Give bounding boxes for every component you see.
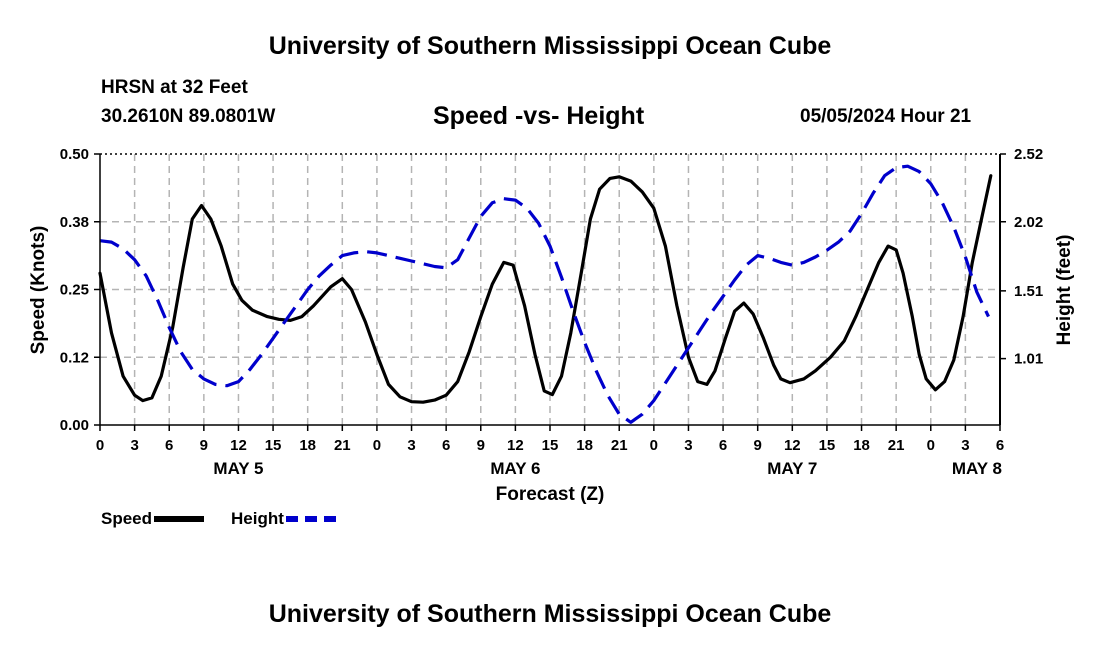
x-tick-label: 0 [96,437,104,454]
x-tick-label: 15 [819,437,836,454]
y-tick-label: 0.12 [60,349,89,366]
date-label: MAY 6 [490,459,540,478]
series-layer [98,164,993,424]
legend-speed-swatch [154,516,205,522]
chart-title: Speed -vs- Height [433,102,645,130]
legend-height-label: Height [231,509,284,528]
legend-speed-label: Speed [101,509,153,528]
x-tick-label: 3 [684,437,692,454]
legend-speed: Speed [101,509,205,529]
y-axis-title: Speed (Knots) [28,226,49,355]
x-tick-label: 18 [299,437,316,454]
x-tick-label: 12 [507,437,524,454]
x-axis-title: Forecast (Z) [496,484,605,505]
legend-height: Height [231,509,336,529]
x-tick-label: 15 [542,437,559,454]
y-tick-label: 0.50 [60,146,89,163]
y2-tick-label: 2.52 [1014,146,1043,163]
y-tick-label: 0.38 [60,214,89,231]
height-series-line [99,164,990,424]
x-tick-label: 6 [996,437,1004,454]
date-label: MAY 8 [952,459,1002,478]
x-tick-label: 6 [719,437,727,454]
x-tick-label: 9 [200,437,208,454]
station-coordinates: 30.2610N 89.0801W [101,106,276,127]
y-tick-label: 0.00 [60,417,89,434]
x-tick-label: 0 [650,437,658,454]
x-tick-label: 9 [477,437,485,454]
date-label: MAY 5 [213,459,263,478]
x-tick-label: 21 [888,437,905,454]
x-tick-label: 3 [961,437,969,454]
x-tick-label: 12 [784,437,801,454]
y2-tick-label: 1.01 [1014,351,1043,368]
y-tick-label: 0.25 [60,282,89,299]
axis-labels: Forecast (Z) Speed (Knots) Height (feet)… [28,146,1075,505]
x-tick-label: 18 [853,437,870,454]
x-tick-label: 0 [373,437,381,454]
axes-frame [94,153,1006,431]
x-tick-label: 21 [334,437,351,454]
x-tick-label: 3 [407,437,415,454]
x-tick-label: 3 [130,437,138,454]
y2-axis-title: Height (feet) [1054,235,1075,346]
footer-title: University of Southern Mississippi Ocean… [268,600,832,628]
date-label: MAY 7 [767,459,817,478]
x-tick-label: 15 [265,437,282,454]
speed-series-line [98,174,993,404]
y2-tick-label: 1.51 [1014,283,1043,300]
x-tick-label: 6 [442,437,450,454]
y2-tick-label: 2.02 [1014,214,1043,231]
main-title: University of Southern Mississippi Ocean… [268,32,832,60]
x-tick-label: 21 [611,437,628,454]
legend-height-swatch [285,516,336,522]
x-tick-label: 0 [927,437,935,454]
x-tick-label: 18 [576,437,593,454]
station-name: HRSN at 32 Feet [101,77,248,98]
x-tick-label: 12 [230,437,247,454]
x-tick-label: 9 [754,437,762,454]
forecast-run-time: 05/05/2024 Hour 21 [800,106,972,127]
x-tick-label: 6 [165,437,173,454]
